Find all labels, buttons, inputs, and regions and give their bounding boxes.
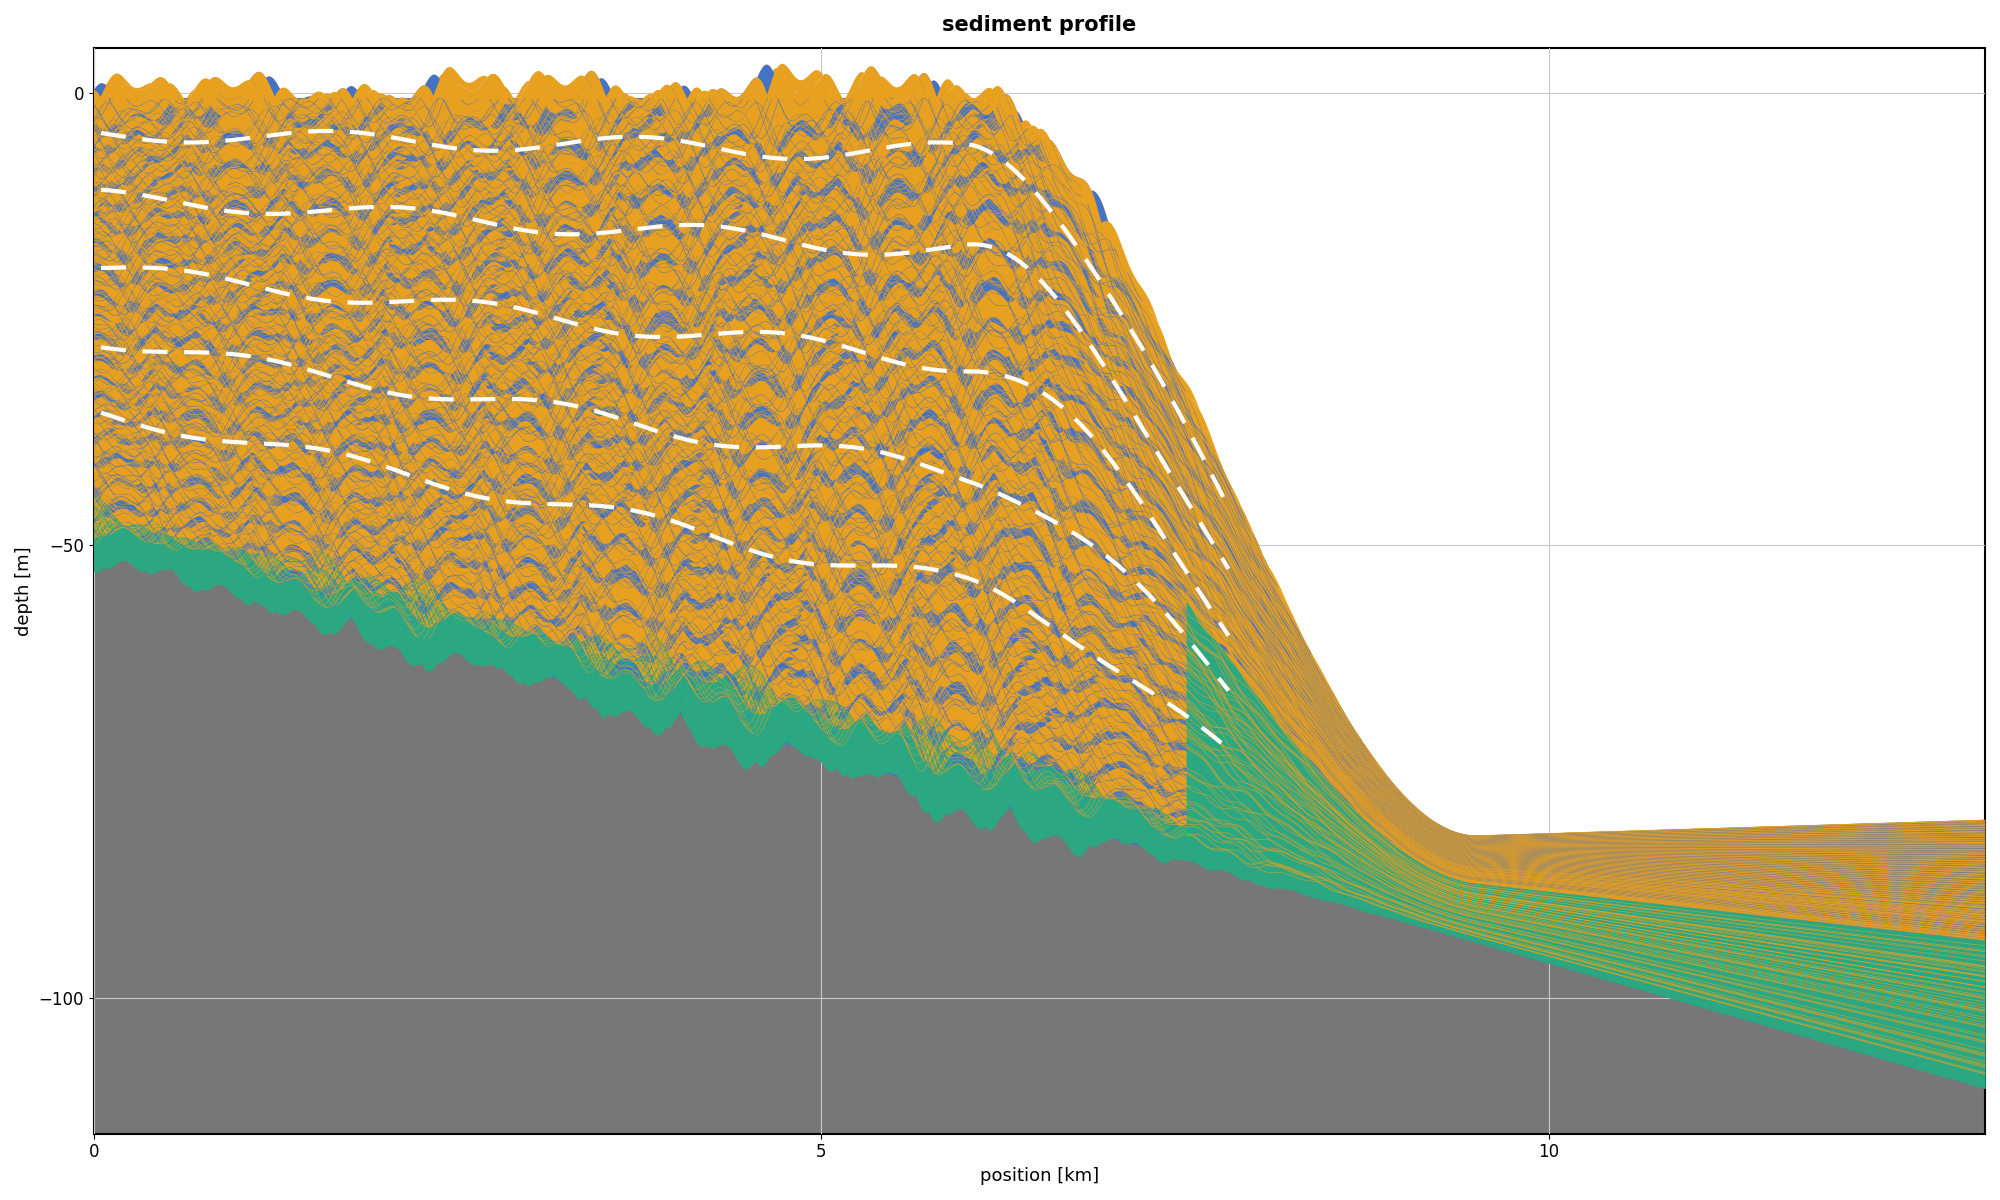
Y-axis label: depth [m]: depth [m] xyxy=(14,546,32,636)
X-axis label: position [km]: position [km] xyxy=(980,1166,1098,1186)
Title: sediment profile: sediment profile xyxy=(942,14,1136,35)
